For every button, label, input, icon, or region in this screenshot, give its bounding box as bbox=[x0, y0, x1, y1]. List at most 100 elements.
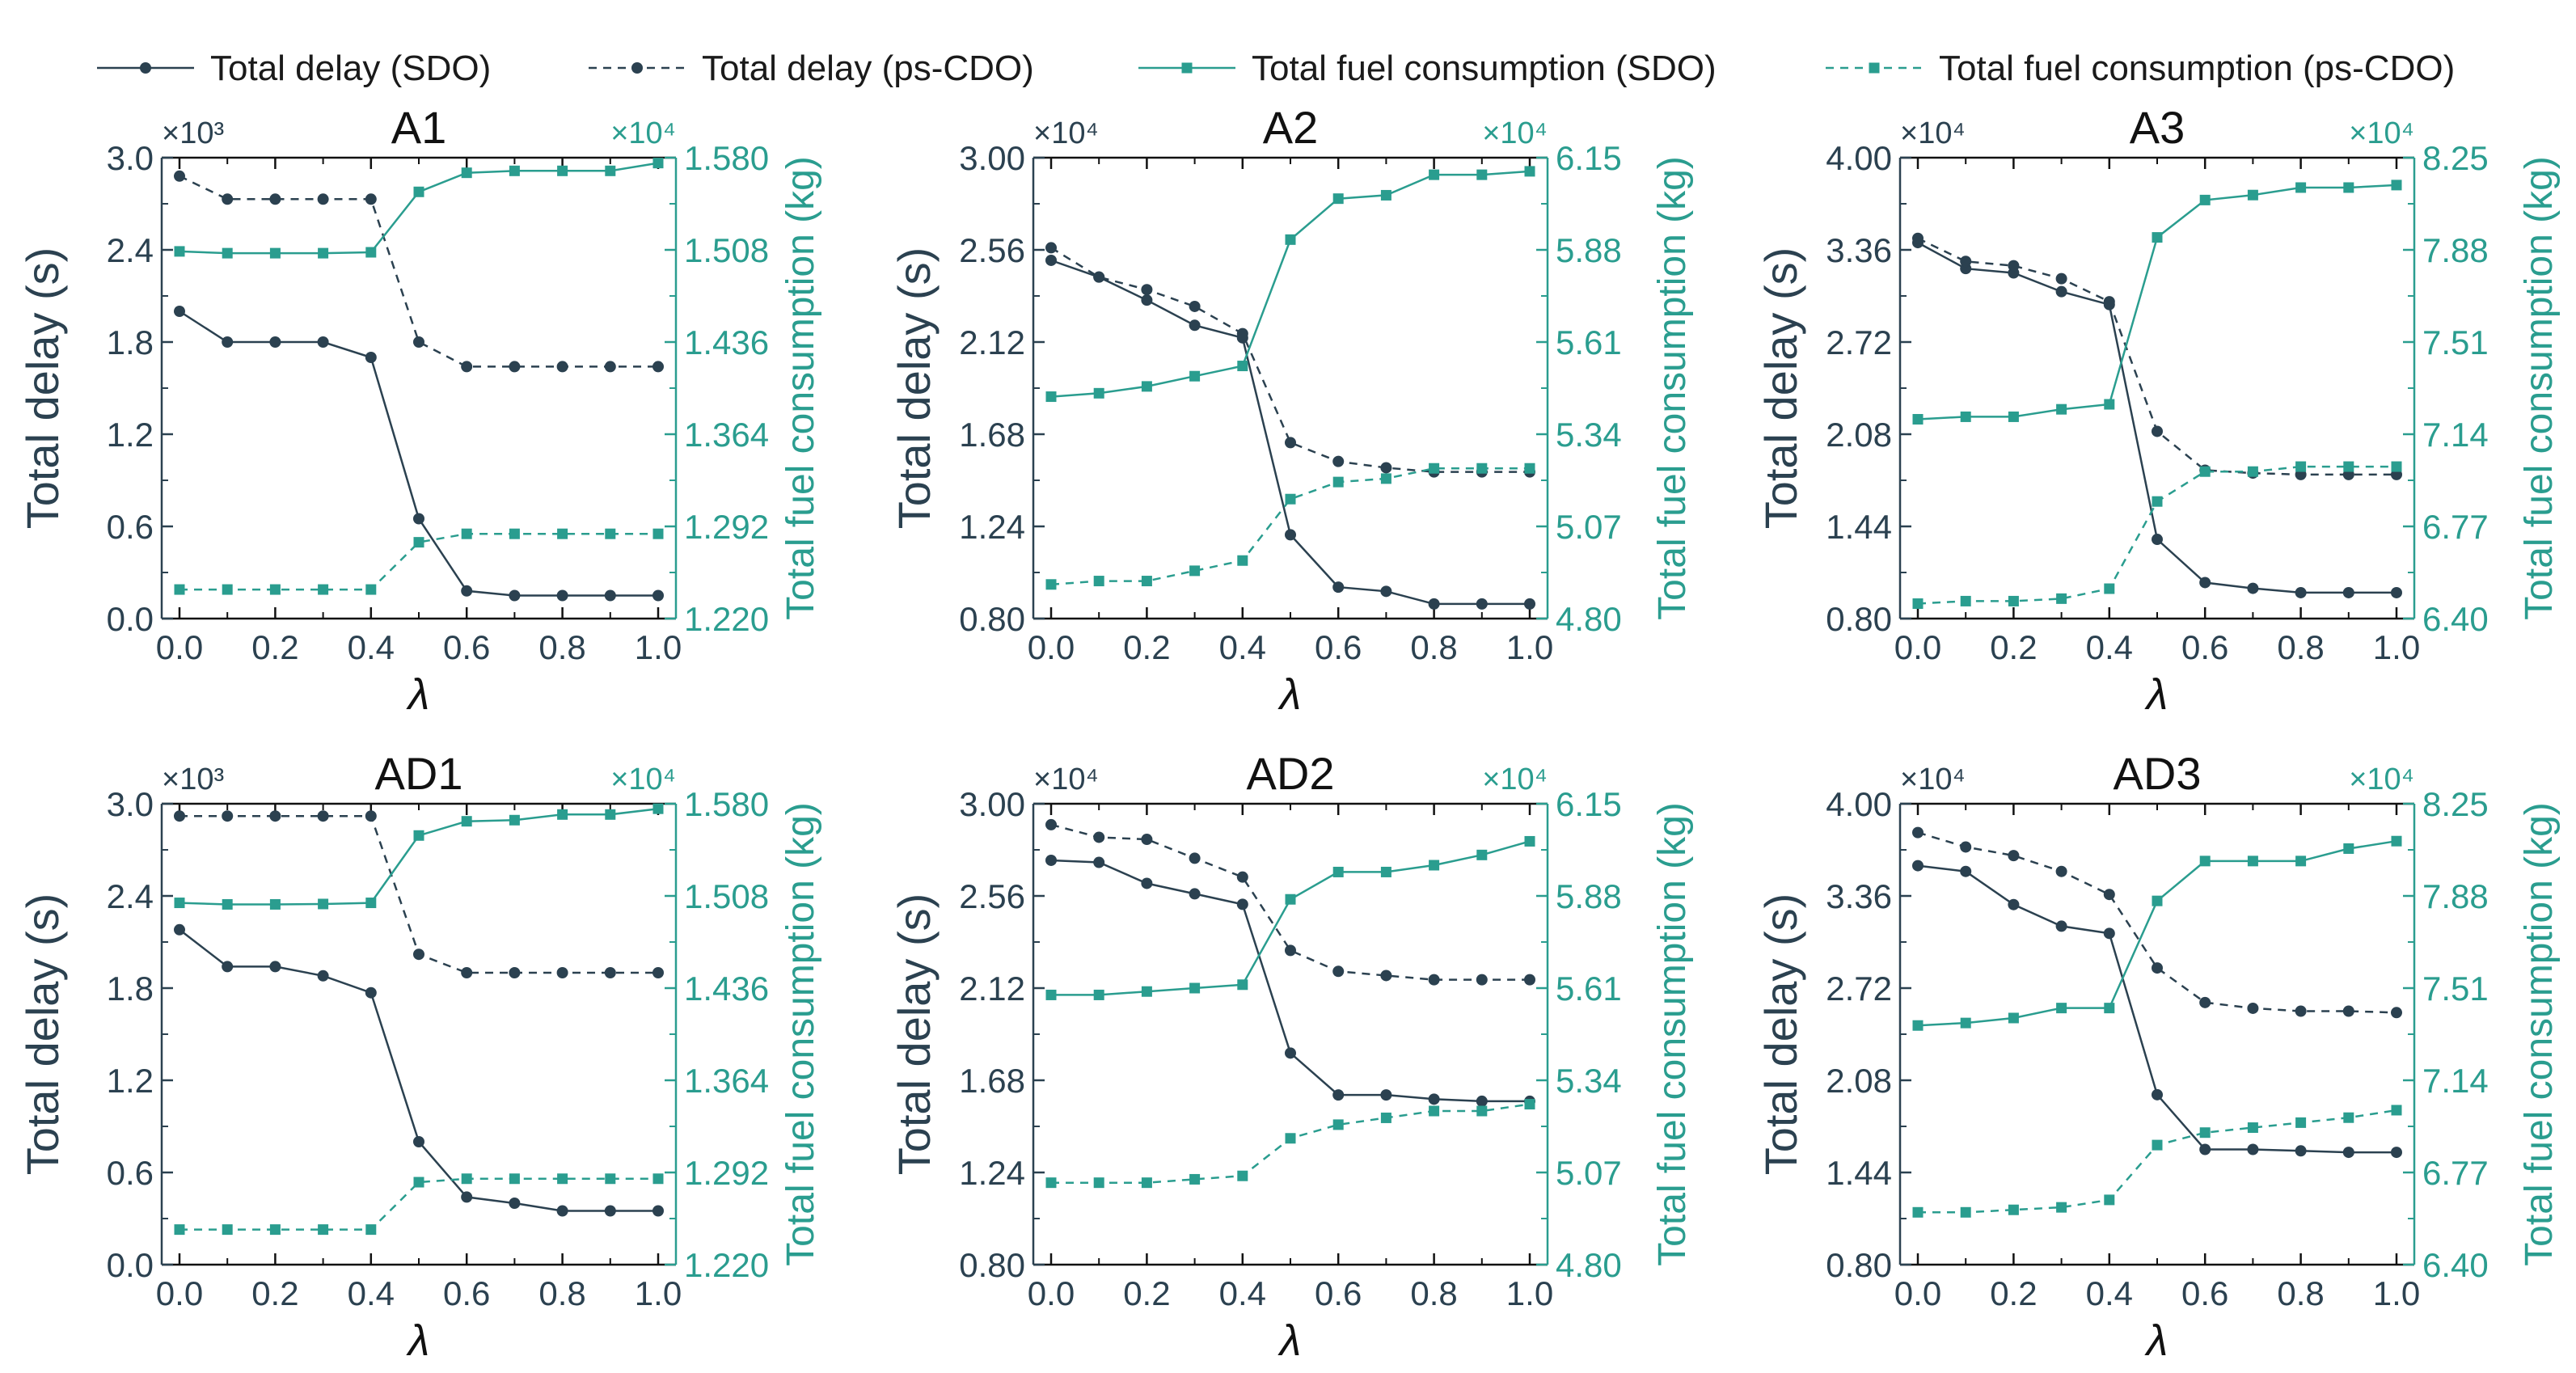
data-point bbox=[556, 967, 568, 978]
data-point bbox=[1332, 1089, 1345, 1101]
data-point bbox=[1476, 169, 1488, 180]
x-tick-label: 0.4 bbox=[2086, 1274, 2133, 1312]
x-axis-label: λ bbox=[2144, 670, 2168, 719]
x-tick-label: 1.0 bbox=[2373, 1274, 2420, 1312]
data-point bbox=[1141, 576, 1152, 587]
y-right-tick-label: 6.15 bbox=[1556, 785, 1622, 823]
x-tick-label: 0.2 bbox=[1990, 628, 2037, 666]
right-axis-multiplier: ×10⁴ bbox=[2349, 763, 2414, 796]
data-point bbox=[1093, 387, 1104, 399]
series-fuel_sdo bbox=[1045, 166, 1535, 403]
data-point bbox=[174, 306, 185, 317]
y-tick-label: 0.80 bbox=[959, 1246, 1025, 1284]
data-point bbox=[1380, 1089, 1392, 1101]
data-point bbox=[652, 967, 664, 978]
data-point bbox=[318, 898, 329, 910]
data-point bbox=[2152, 962, 2163, 974]
data-point bbox=[1236, 327, 1248, 340]
data-point bbox=[509, 814, 520, 826]
y-tick-label: 2.08 bbox=[1826, 416, 1892, 454]
y-tick-label: 2.12 bbox=[959, 323, 1025, 361]
chart-panel-ad3: 0.80 1.44 2.08 2.72 3.36 4.00 6.40 6.77 7.14 7.51… bbox=[1755, 748, 2561, 1365]
data-point bbox=[2104, 399, 2115, 410]
y-right-axis-label: Total fuel consumption (kg) bbox=[2518, 156, 2561, 620]
y-right-tick-label: 5.07 bbox=[1556, 508, 1622, 546]
left-axis-multiplier: ×10⁴ bbox=[1900, 763, 1966, 796]
data-point bbox=[2056, 593, 2067, 604]
y-right-tick-label: 7.88 bbox=[2422, 877, 2489, 915]
y-right-tick-label: 5.61 bbox=[1556, 323, 1622, 361]
data-point bbox=[1045, 818, 1057, 830]
data-point bbox=[1912, 826, 1924, 839]
series-line bbox=[1050, 823, 1530, 981]
data-point bbox=[222, 584, 233, 595]
data-point bbox=[413, 1177, 424, 1188]
y-tick-label: 2.56 bbox=[959, 877, 1025, 915]
data-point bbox=[652, 158, 664, 169]
data-point bbox=[1285, 944, 1296, 957]
y-tick-label: 3.36 bbox=[1826, 231, 1892, 269]
data-point bbox=[1380, 189, 1391, 201]
y-tick-label: 3.36 bbox=[1826, 877, 1892, 915]
y-right-tick-label: 1.436 bbox=[684, 323, 769, 361]
data-point bbox=[1285, 529, 1296, 541]
legend: Total delay (SDO) Total delay (ps-CDO) Tot… bbox=[97, 49, 2455, 88]
y-right-tick-label: 7.51 bbox=[2422, 970, 2489, 1008]
data-point bbox=[1141, 284, 1153, 296]
y-right-tick-label: 7.14 bbox=[2422, 416, 2489, 454]
data-point bbox=[1380, 866, 1391, 877]
x-tick-label: 0.8 bbox=[538, 628, 585, 666]
data-point bbox=[2247, 1122, 2258, 1134]
data-point bbox=[2391, 586, 2402, 598]
data-point bbox=[413, 830, 424, 841]
data-point bbox=[2199, 194, 2211, 205]
y-right-tick-label: 1.364 bbox=[684, 416, 769, 454]
series-fuel_cdo bbox=[1045, 1099, 1535, 1189]
right-axis-multiplier: ×10⁴ bbox=[1482, 116, 1548, 150]
series-fuel_sdo bbox=[174, 803, 664, 910]
data-point bbox=[2008, 260, 2020, 272]
data-point bbox=[1429, 1105, 1440, 1117]
data-point bbox=[1476, 463, 1488, 474]
data-point bbox=[461, 528, 472, 539]
data-point bbox=[269, 336, 281, 348]
left-axis-multiplier: ×10³ bbox=[162, 763, 224, 796]
data-point bbox=[2199, 1127, 2211, 1139]
data-point bbox=[2391, 1007, 2402, 1019]
series-line bbox=[1050, 247, 1530, 473]
series-fuel_sdo bbox=[1912, 835, 2402, 1031]
data-point bbox=[2199, 466, 2211, 477]
data-point bbox=[1236, 871, 1248, 883]
y-right-tick-label: 1.220 bbox=[684, 1246, 769, 1284]
y-right-tick-label: 6.40 bbox=[2422, 1246, 2489, 1284]
y-axis-label: Total delay (s) bbox=[1755, 247, 1806, 530]
data-point bbox=[652, 361, 664, 373]
data-point bbox=[605, 809, 616, 820]
data-point bbox=[461, 816, 472, 827]
data-point bbox=[2199, 1143, 2211, 1155]
data-point bbox=[1524, 463, 1535, 474]
data-point bbox=[174, 246, 185, 257]
data-point bbox=[1189, 852, 1201, 864]
x-tick-label: 0.4 bbox=[1219, 628, 1266, 666]
data-point bbox=[413, 513, 424, 525]
y-tick-label: 4.00 bbox=[1826, 785, 1892, 823]
data-point bbox=[1189, 982, 1201, 994]
x-tick-label: 0.6 bbox=[1315, 1274, 1362, 1312]
series-line bbox=[1917, 864, 2397, 1154]
data-point bbox=[1189, 370, 1201, 382]
data-point bbox=[461, 1191, 473, 1203]
data-point bbox=[604, 1205, 616, 1217]
data-point bbox=[174, 898, 185, 909]
data-point bbox=[365, 986, 377, 999]
legend-marker bbox=[1181, 62, 1193, 74]
legend-marker bbox=[631, 62, 643, 74]
data-point bbox=[556, 589, 568, 602]
data-point bbox=[1428, 1093, 1440, 1105]
series-delay_sdo bbox=[1912, 860, 2402, 1159]
y-right-tick-label: 8.25 bbox=[2422, 785, 2489, 823]
y-tick-label: 4.00 bbox=[1826, 139, 1892, 177]
data-point bbox=[317, 970, 329, 982]
data-point bbox=[318, 247, 329, 259]
x-axis-label: λ bbox=[406, 670, 430, 719]
